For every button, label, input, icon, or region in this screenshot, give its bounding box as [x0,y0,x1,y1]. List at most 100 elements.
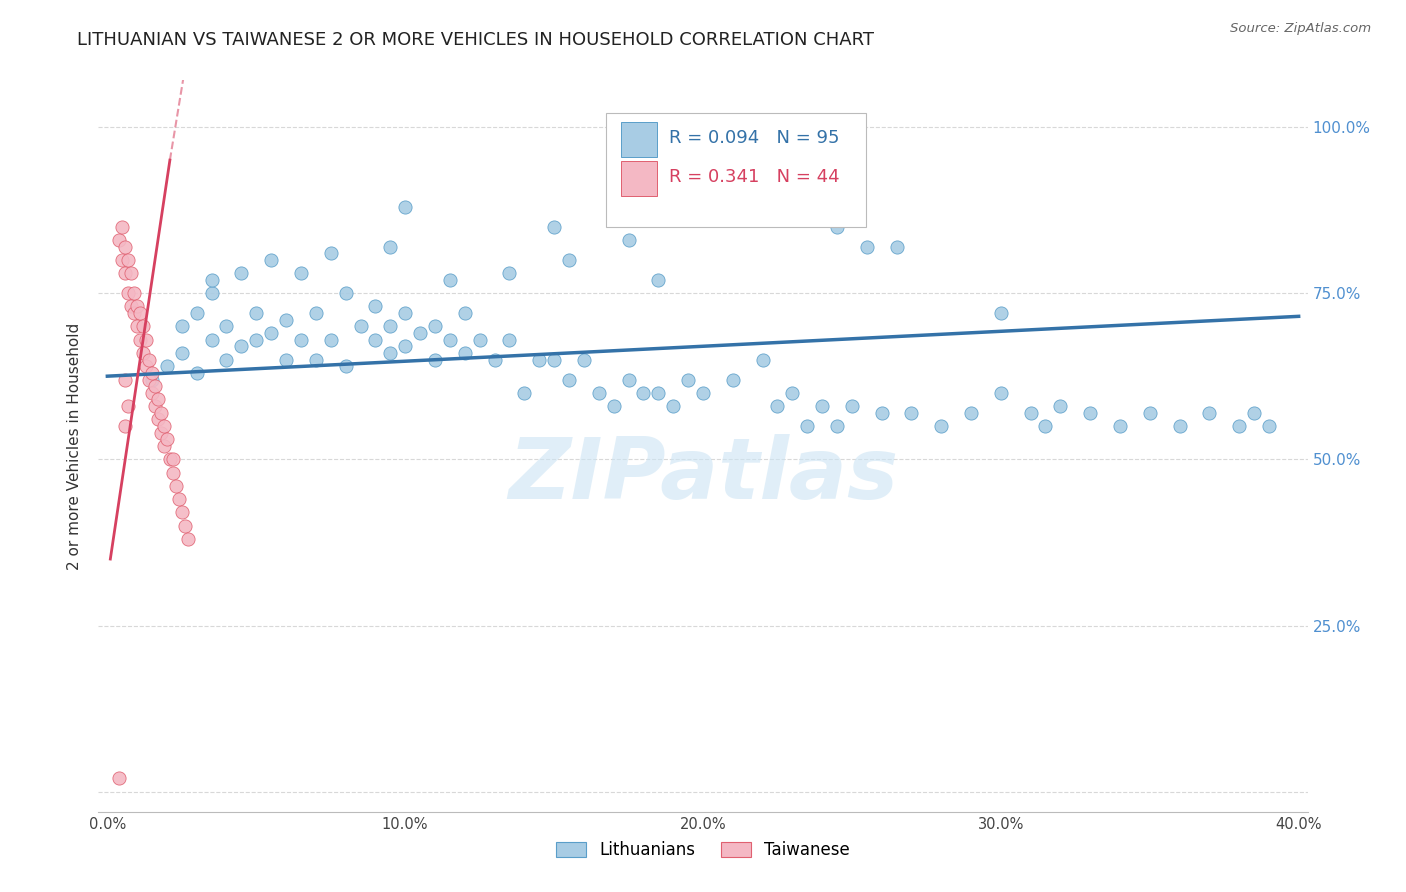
Point [117,399,139,413]
Point [215,352,238,367]
Point [114,239,136,253]
Point [439,273,461,287]
Point [111,219,134,234]
Point [380,319,402,334]
Point [290,333,312,347]
Point [782,385,804,400]
Point [1035,419,1057,434]
Point [114,266,136,280]
Point [1109,419,1132,434]
Point [394,306,416,320]
Point [122,286,145,301]
Point [231,266,253,280]
Point [146,392,169,407]
Point [245,306,267,320]
Point [170,346,193,360]
Point [825,419,848,434]
Point [1049,399,1071,413]
Point [558,372,581,386]
Point [811,399,834,413]
Point [162,466,184,480]
Point [990,385,1012,400]
Point [170,506,193,520]
Point [751,352,773,367]
Point [380,346,402,360]
Text: Source: ZipAtlas.com: Source: ZipAtlas.com [1230,22,1371,36]
Point [423,319,446,334]
Point [274,352,297,367]
Point [127,299,149,313]
Point [200,273,222,287]
Point [186,306,208,320]
Y-axis label: 2 or more Vehicles in Household: 2 or more Vehicles in Household [67,322,83,570]
Point [633,385,655,400]
Point [662,399,685,413]
Point [167,492,190,507]
Point [364,299,387,313]
Point [114,372,136,386]
Point [173,518,195,533]
Point [138,372,160,386]
Point [543,219,565,234]
Point [617,233,640,247]
Point [454,306,477,320]
Point [468,333,491,347]
Point [1198,406,1220,420]
Point [990,306,1012,320]
Point [305,306,328,320]
Point [143,399,166,413]
Point [141,385,163,400]
Point [454,346,477,360]
Point [394,339,416,353]
Point [380,239,402,253]
Point [1139,406,1161,420]
Point [135,333,157,347]
Point [796,200,818,214]
Point [129,306,152,320]
Point [349,319,371,334]
Point [120,299,142,313]
Point [647,273,669,287]
Point [498,266,520,280]
Point [162,452,184,467]
Point [484,352,506,367]
Point [1257,419,1279,434]
Point [319,333,342,347]
Point [617,372,640,386]
Point [156,433,179,447]
Point [1078,406,1101,420]
Point [543,352,565,367]
Point [153,439,176,453]
Point [513,385,536,400]
Point [647,385,669,400]
Point [108,772,131,786]
Point [1168,419,1191,434]
FancyBboxPatch shape [621,161,657,196]
Point [111,252,134,267]
Point [165,479,187,493]
Point [766,399,789,413]
Point [141,366,163,380]
Point [335,359,357,374]
Point [146,412,169,426]
Point [841,120,863,134]
Text: ZIPatlas: ZIPatlas [508,434,898,516]
Point [170,319,193,334]
Point [120,266,142,280]
Point [394,200,416,214]
Point [156,359,179,374]
Point [260,326,283,340]
Point [721,372,744,386]
Point [960,406,983,420]
Point [149,406,172,420]
Point [676,372,699,386]
Point [200,286,222,301]
Point [231,339,253,353]
Point [825,219,848,234]
Point [602,399,624,413]
Point [186,366,208,380]
Legend: Lithuanians, Taiwanese: Lithuanians, Taiwanese [550,834,856,865]
Point [149,425,172,440]
Point [177,532,200,546]
Point [588,385,610,400]
